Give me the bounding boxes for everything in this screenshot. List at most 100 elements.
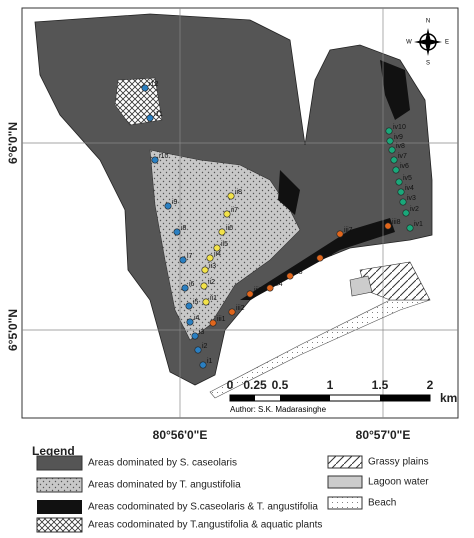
sampling-point: [246, 290, 254, 298]
sampling-point: [286, 272, 294, 280]
sampling-point: [179, 256, 187, 264]
point-label: i11: [154, 111, 163, 118]
compass-label: W: [406, 40, 412, 46]
scale-unit: km: [440, 391, 457, 405]
legend-label: Areas codominated by T.angustifolia & aq…: [88, 520, 322, 531]
sampling-point: [151, 156, 159, 164]
author: Author: S.K. Madarasinghe: [230, 405, 327, 414]
point-label: iv5: [403, 175, 412, 182]
point-label: iii4: [274, 281, 283, 288]
sampling-point: [223, 210, 231, 218]
point-label: iv10: [393, 124, 406, 131]
point-label: ii7: [231, 207, 238, 214]
legend-label: Areas dominated by T. angustifolia: [88, 480, 241, 491]
sampling-point: [199, 361, 207, 369]
point-label: i6: [189, 281, 195, 288]
sampling-point: [185, 302, 193, 310]
scale-tick-label: 0: [227, 378, 234, 392]
legend-label: Areas codominated by S.caseolaris & T. a…: [88, 502, 318, 513]
compass-label: N: [426, 19, 430, 25]
legend-label: Lagoon water: [368, 477, 429, 488]
sampling-point: [392, 166, 400, 174]
point-label: ii1: [210, 295, 217, 302]
legend-label: Beach: [368, 498, 396, 509]
sampling-point: [206, 254, 214, 262]
point-label: i3: [199, 329, 205, 336]
point-label: ii2: [208, 279, 215, 286]
point-label: i2: [202, 343, 208, 350]
sampling-point: [395, 178, 403, 186]
sampling-point: [194, 346, 202, 354]
sampling-point: [227, 192, 235, 200]
compass-label: E: [445, 40, 449, 46]
beach: [209, 299, 431, 399]
point-label: iii8: [392, 219, 401, 226]
point-label: i10: [159, 153, 168, 160]
latitude-label: 6°6'0"N: [6, 122, 20, 164]
compass-label: S: [426, 61, 430, 67]
scale-tick-label: 0.25: [243, 378, 267, 392]
sampling-point: [213, 244, 221, 252]
map-frame: [21, 7, 459, 419]
legend-title: Legend: [32, 444, 75, 458]
scale-tick-label: 1: [327, 378, 334, 392]
point-label: ii3: [209, 263, 216, 270]
longitude-label: 80°56'0"E: [153, 428, 208, 442]
point-label: ii4: [214, 251, 221, 258]
point-label: i5: [193, 299, 199, 306]
sampling-point: [164, 202, 172, 210]
scale-bar: [229, 394, 431, 402]
point-label: iv2: [410, 206, 419, 213]
scale-tick-label: 2: [427, 378, 434, 392]
point-label: iii2: [236, 305, 245, 312]
point-label: ii6: [226, 225, 233, 232]
point-label: iv7: [398, 153, 407, 160]
sampling-point: [336, 230, 344, 238]
point-label: iv3: [407, 195, 416, 202]
point-label: iii6: [324, 251, 333, 258]
point-label: iii5: [294, 269, 303, 276]
aquatic-plants-area: [114, 77, 163, 126]
sampling-point: [186, 318, 194, 326]
sampling-point: [228, 308, 236, 316]
point-label: ii5: [221, 241, 228, 248]
scale-tick-label: 1.5: [372, 378, 389, 392]
point-label: i8: [181, 225, 187, 232]
point-label: i1: [207, 358, 213, 365]
lagoon-patch: [349, 275, 373, 297]
sampling-point: [390, 156, 398, 164]
point-label: iii1: [217, 316, 226, 323]
point-label: iv8: [396, 143, 405, 150]
sampling-point: [316, 254, 324, 262]
point-label: ii8: [235, 189, 242, 196]
latitude-label: 6°5'0"N: [6, 309, 20, 351]
scale-tick-label: 0.5: [272, 378, 289, 392]
sampling-point: [386, 137, 394, 145]
sampling-point: [406, 224, 414, 232]
sampling-point: [173, 228, 181, 236]
point-label: iii7: [344, 227, 353, 234]
sampling-point: [146, 114, 154, 122]
point-label: iv1: [414, 221, 423, 228]
sampling-point: [141, 84, 149, 92]
point-label: i4: [194, 315, 200, 322]
t-angustifolia-area: [149, 149, 301, 341]
point-label: iv6: [400, 163, 409, 170]
sampling-point: [200, 282, 208, 290]
point-label: iv9: [394, 134, 403, 141]
sampling-point: [209, 319, 217, 327]
point-label: i9: [172, 199, 178, 206]
point-label: iv4: [405, 185, 414, 192]
sampling-point: [202, 298, 210, 306]
point-label: iii3: [254, 287, 263, 294]
sampling-point: [397, 188, 405, 196]
sampling-point: [266, 284, 274, 292]
codominated-area: [240, 60, 410, 300]
point-label: i7: [187, 253, 193, 260]
legend-label: Areas dominated by S. caseolaris: [88, 458, 237, 469]
sampling-point: [384, 222, 392, 230]
point-label: i12: [149, 81, 158, 88]
sampling-point: [218, 228, 226, 236]
